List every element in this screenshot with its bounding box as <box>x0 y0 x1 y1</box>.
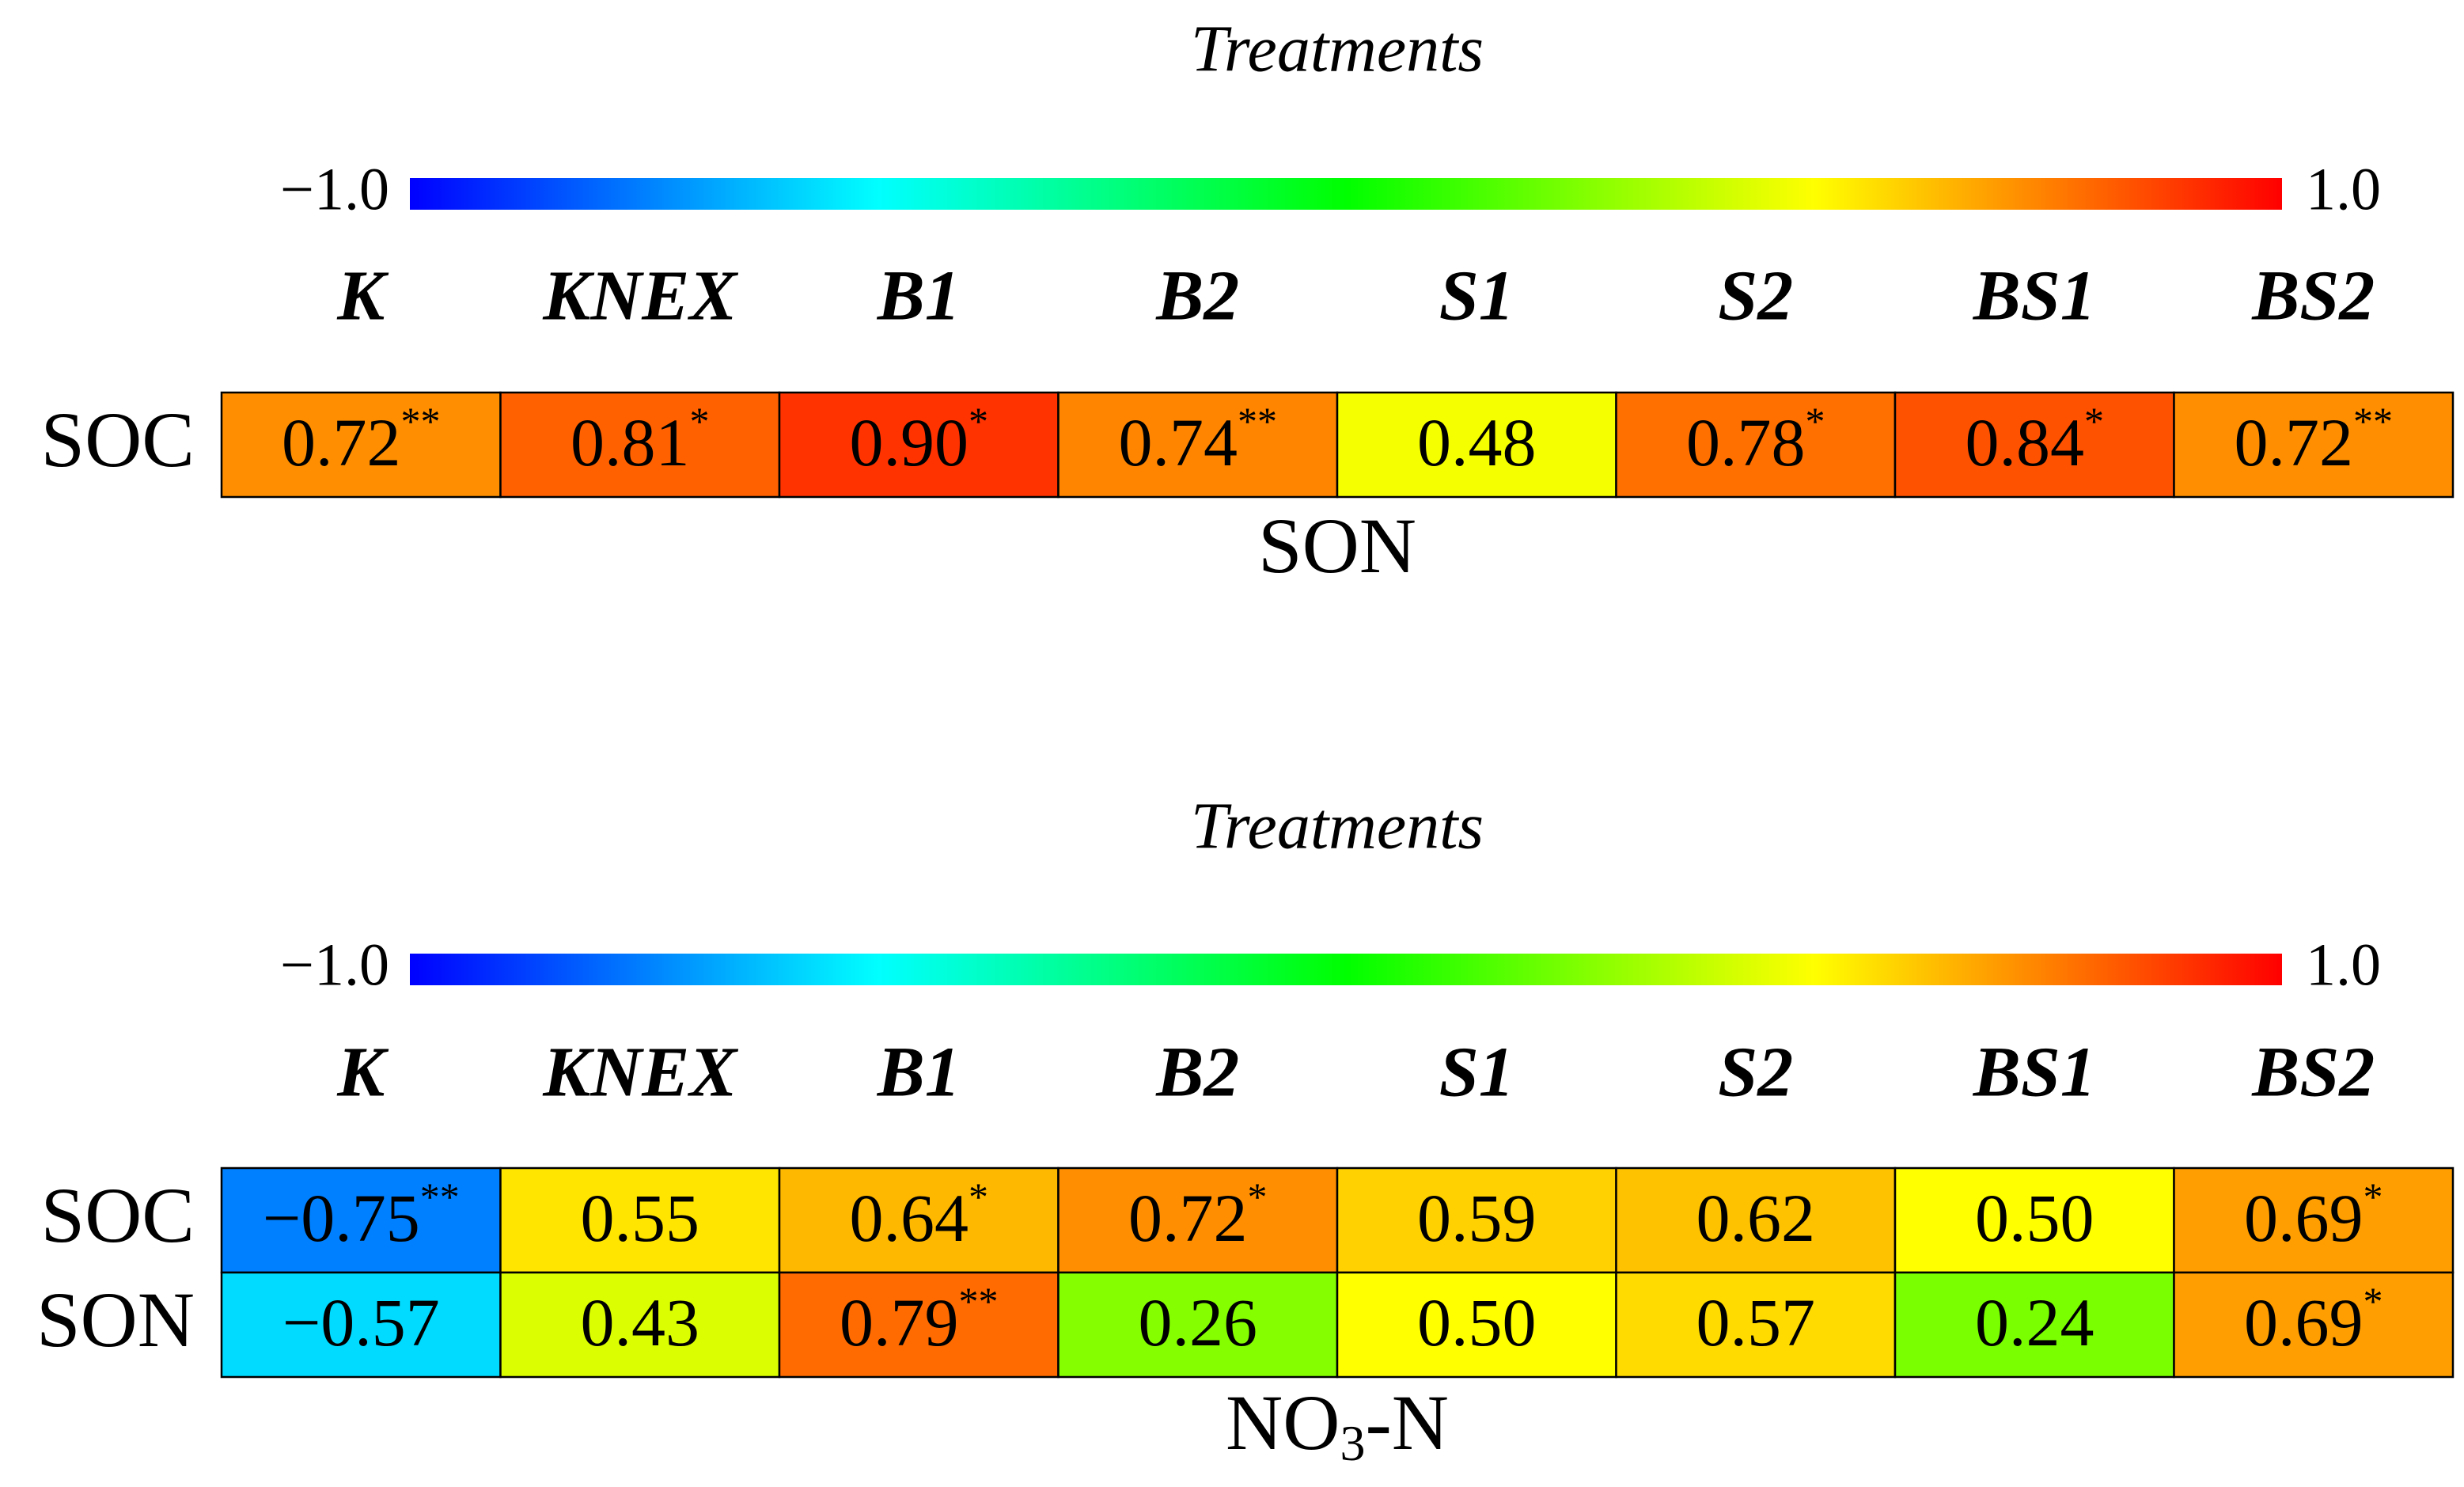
column-header: K <box>336 257 389 336</box>
cell-value-label: 0.55 <box>581 1180 700 1256</box>
cell-significance: * <box>1806 399 1825 443</box>
cell-value-label: 0.48 <box>1417 404 1537 480</box>
column-header: B1 <box>877 1034 961 1112</box>
cell-value: 0.69 <box>2244 1180 2364 1256</box>
cell-value: 0.84 <box>1966 404 2085 480</box>
colorbar-min-label: −1.0 <box>280 931 389 998</box>
cell-value: 0.59 <box>1417 1180 1537 1256</box>
cell-significance: * <box>969 399 988 443</box>
cell-value: 0.26 <box>1139 1284 1258 1360</box>
cell-significance: ** <box>2353 399 2393 443</box>
colorbar-max-label: 1.0 <box>2306 931 2381 998</box>
cell-significance: * <box>2364 1279 2383 1323</box>
cell-value-label: 0.43 <box>581 1284 700 1360</box>
cell-value-label: 0.78* <box>1686 399 1825 480</box>
x-axis-label: NO3-N <box>1226 1379 1449 1471</box>
column-header: BS2 <box>2251 257 2375 336</box>
column-header: S1 <box>1439 1034 1514 1112</box>
cell-value-label: 0.24 <box>1975 1284 2094 1360</box>
cell-value: 0.55 <box>581 1180 700 1256</box>
cell-significance: * <box>2364 1174 2383 1219</box>
cell-value: 0.48 <box>1417 404 1537 480</box>
chart-title: Treatments <box>1191 12 1484 85</box>
cell-value-label: 0.84* <box>1966 399 2105 480</box>
colorbar-max-label: 1.0 <box>2306 156 2381 222</box>
row-label: SOC <box>40 1171 195 1259</box>
cell-value-label: 0.26 <box>1139 1284 1258 1360</box>
colorbar <box>410 954 2282 985</box>
cell-value-label: 0.64* <box>850 1174 989 1255</box>
x-axis-label-subscript: 3 <box>1340 1415 1365 1471</box>
column-header: KNEX <box>542 257 738 336</box>
cell-significance: * <box>2084 399 2104 443</box>
cell-value: 0.57 <box>1696 1284 1816 1360</box>
cell-value-label: 0.50 <box>1975 1180 2094 1256</box>
row-label: SON <box>36 1276 195 1364</box>
cell-value-label: 0.72* <box>1128 1174 1268 1255</box>
cell-value-label: 0.59 <box>1417 1180 1537 1256</box>
x-axis-label-base: NO <box>1226 1379 1340 1466</box>
cell-significance: ** <box>959 1279 999 1323</box>
colorbar <box>410 178 2282 210</box>
column-header: KNEX <box>542 1034 738 1112</box>
column-header: BS2 <box>2251 1034 2375 1112</box>
column-header: S2 <box>1718 1034 1793 1112</box>
cell-value: 0.24 <box>1975 1284 2094 1360</box>
cell-value: 0.50 <box>1975 1180 2094 1256</box>
cell-value-label: 0.69* <box>2244 1174 2383 1255</box>
cell-significance: * <box>969 1174 988 1219</box>
column-header: BS1 <box>1973 257 2096 336</box>
row-label: SOC <box>40 396 195 484</box>
column-header: K <box>336 1034 389 1112</box>
cell-value-label: 0.62 <box>1696 1180 1816 1256</box>
cell-value-label: 0.69* <box>2244 1279 2383 1360</box>
cell-value: −0.75 <box>263 1180 420 1256</box>
column-header: BS1 <box>1973 1034 2096 1112</box>
cell-value: 0.78 <box>1686 404 1806 480</box>
cell-value: −0.57 <box>282 1284 440 1360</box>
x-axis-label-tail: -N <box>1365 1379 1449 1466</box>
cell-value: 0.72 <box>2235 404 2354 480</box>
cell-value: 0.90 <box>850 404 969 480</box>
cell-value-label: 0.50 <box>1417 1284 1537 1360</box>
cell-value-label: 0.81* <box>571 399 710 480</box>
cell-value: 0.50 <box>1417 1284 1537 1360</box>
cell-value: 0.74 <box>1119 404 1238 480</box>
cell-value: 0.43 <box>581 1284 700 1360</box>
column-header: S1 <box>1439 257 1514 336</box>
cell-value: 0.72 <box>1128 1180 1248 1256</box>
column-header: B2 <box>1155 1034 1239 1112</box>
column-header: B2 <box>1155 257 1239 336</box>
x-axis-label: SON <box>1258 502 1416 590</box>
cell-significance: ** <box>420 1174 460 1219</box>
cell-value: 0.62 <box>1696 1180 1816 1256</box>
heatmap-panel-1: Treatments −1.0 1.0 K KNEX B1 B2 S1 S2 BS1 BS2 SOC 0… <box>40 12 2453 590</box>
chart-title: Treatments <box>1191 789 1484 863</box>
cell-significance: ** <box>1238 399 1277 443</box>
cell-value: 0.81 <box>571 404 690 480</box>
cell-value: 0.64 <box>850 1180 969 1256</box>
correlation-heatmap-figure: Treatments −1.0 1.0 K KNEX B1 B2 S1 S2 BS1 BS2 SOC 0… <box>0 0 2464 1487</box>
cell-value: 0.79 <box>840 1284 959 1360</box>
column-header: B1 <box>877 257 961 336</box>
cell-value: 0.69 <box>2244 1284 2364 1360</box>
cell-significance: * <box>690 399 710 443</box>
cell-significance: * <box>1248 1174 1268 1219</box>
cell-value-label: 0.90* <box>850 399 989 480</box>
cell-significance: ** <box>401 399 441 443</box>
cell-value-label: −0.57 <box>282 1284 440 1360</box>
cell-value: 0.72 <box>282 404 401 480</box>
column-header: S2 <box>1718 257 1793 336</box>
cell-value-label: 0.57 <box>1696 1284 1816 1360</box>
colorbar-min-label: −1.0 <box>280 156 389 222</box>
